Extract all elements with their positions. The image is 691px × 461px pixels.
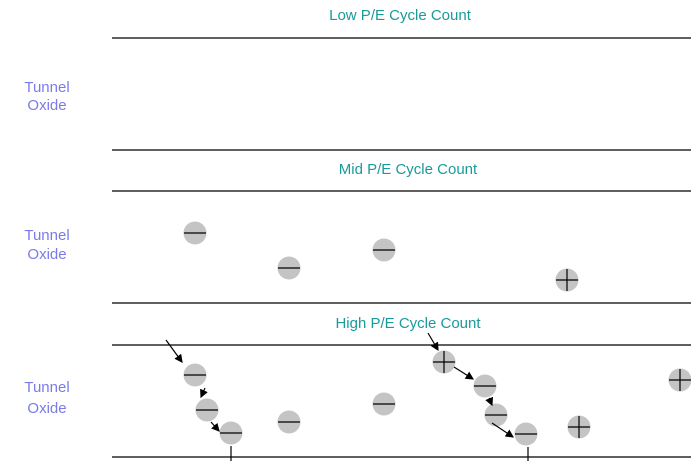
positive-charge: [433, 351, 456, 374]
oxide-label: Oxide: [27, 246, 66, 263]
panel-title: Low P/E Cycle Count: [329, 7, 472, 24]
negative-charge: [184, 222, 207, 245]
oxide-label: Oxide: [27, 400, 66, 417]
arrow: [166, 340, 182, 362]
arrow: [201, 388, 205, 397]
arrow: [492, 423, 513, 437]
arrow: [489, 398, 492, 405]
panel-title: Mid P/E Cycle Count: [339, 161, 478, 178]
negative-charge: [373, 239, 396, 262]
negative-charge: [485, 404, 508, 427]
arrow: [454, 367, 473, 379]
negative-charge: [220, 422, 243, 445]
oxide-label: Tunnel: [24, 79, 69, 96]
arrow: [211, 422, 219, 431]
charges: [184, 222, 691, 446]
negative-charge: [184, 364, 207, 387]
negative-charge: [474, 375, 497, 398]
arrows: [166, 333, 528, 461]
panel-title: High P/E Cycle Count: [335, 315, 481, 332]
oxide-label: Oxide: [27, 97, 66, 114]
arrow: [428, 333, 438, 350]
positive-charge: [568, 416, 591, 439]
oxide-label: Tunnel: [24, 227, 69, 244]
diagram: Low P/E Cycle Count Tunnel Oxide Mid P/E…: [0, 0, 691, 461]
negative-charge: [196, 399, 219, 422]
negative-charge: [278, 411, 301, 434]
negative-charge: [373, 393, 396, 416]
positive-charge: [669, 369, 691, 392]
positive-charge: [556, 269, 579, 292]
oxide-label: Tunnel: [24, 379, 69, 396]
negative-charge: [515, 423, 538, 446]
negative-charge: [278, 257, 301, 280]
